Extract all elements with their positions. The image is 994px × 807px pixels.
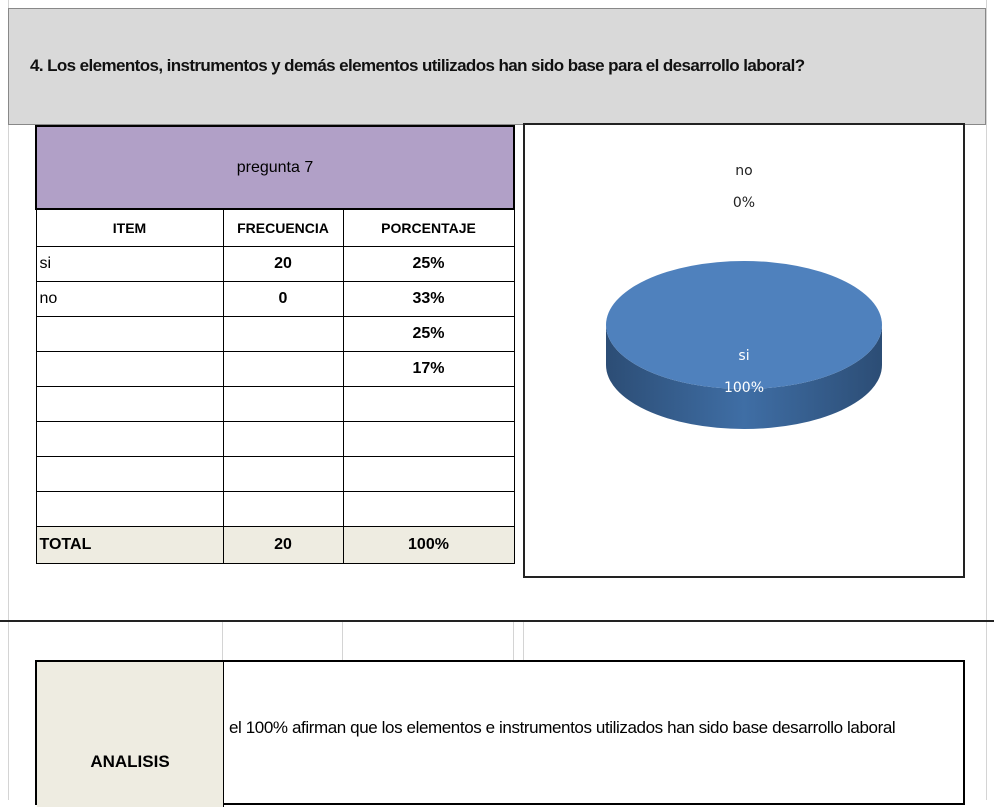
table-cell: [222, 455, 344, 492]
table-cell: [222, 315, 344, 352]
table-cell: [222, 385, 344, 422]
table-cell: 100%: [342, 525, 515, 564]
table-cell: 17%: [342, 350, 515, 387]
analysis-text: el 100% afirman que los elementos e inst…: [229, 718, 896, 737]
table-row: 25%: [35, 315, 515, 352]
table-cell: [342, 490, 515, 527]
table-cell: 33%: [342, 280, 515, 317]
table-cell: no: [35, 280, 224, 317]
table-row: [35, 490, 515, 527]
table-row: [35, 455, 515, 492]
chart-area: si 100% no 0%: [523, 123, 965, 578]
pie-label-category: no: [735, 163, 752, 179]
table-cell: 25%: [342, 315, 515, 352]
column-header: ITEM: [35, 208, 224, 247]
table-cell: [35, 350, 224, 387]
analysis-box: ANALISIS el 100% afirman que los element…: [35, 660, 965, 807]
table-row: no 0 33%: [35, 280, 515, 317]
table-cell: [222, 490, 344, 527]
column-header: PORCENTAJE: [342, 208, 515, 247]
pie-label-value: 0%: [733, 195, 755, 211]
table-cell: 25%: [342, 245, 515, 282]
column-header: FRECUENCIA: [222, 208, 344, 247]
table-caption: pregunta 7: [35, 125, 515, 210]
table-cell: [222, 350, 344, 387]
table-row: si 20 25%: [35, 245, 515, 282]
pie-chart: si 100% no 0%: [606, 163, 882, 429]
pie-label-value: 100%: [724, 380, 764, 396]
pie-slice-side: [606, 325, 882, 429]
table-cell: [342, 455, 515, 492]
table-cell: [342, 385, 515, 422]
table-row: 17%: [35, 350, 515, 387]
table-cell: TOTAL: [35, 525, 224, 564]
table-cell: [342, 420, 515, 457]
table-cell: si: [35, 245, 224, 282]
table-row: TOTAL 20 100%: [35, 525, 515, 564]
title-banner: [8, 8, 986, 125]
table-row: [35, 420, 515, 457]
table-cell: [35, 455, 224, 492]
table-cell: [35, 420, 224, 457]
analysis-label: ANALISIS: [37, 662, 224, 807]
table-row: [35, 385, 515, 422]
title: 4. Los elementos, instrumentos y demás e…: [30, 56, 805, 75]
data-table: pregunta 7 ITEM FRECUENCIA PORCENTAJE si 20…: [35, 125, 515, 564]
table-cell: [35, 315, 224, 352]
table-cell: [35, 385, 224, 422]
pie-slice: [606, 261, 882, 389]
pie-label-category: si: [738, 348, 749, 364]
table-cell: 20: [222, 525, 344, 564]
table-cell: 20: [222, 245, 344, 282]
table-cell: [35, 490, 224, 527]
table-cell: 0: [222, 280, 344, 317]
table-cell: [222, 420, 344, 457]
